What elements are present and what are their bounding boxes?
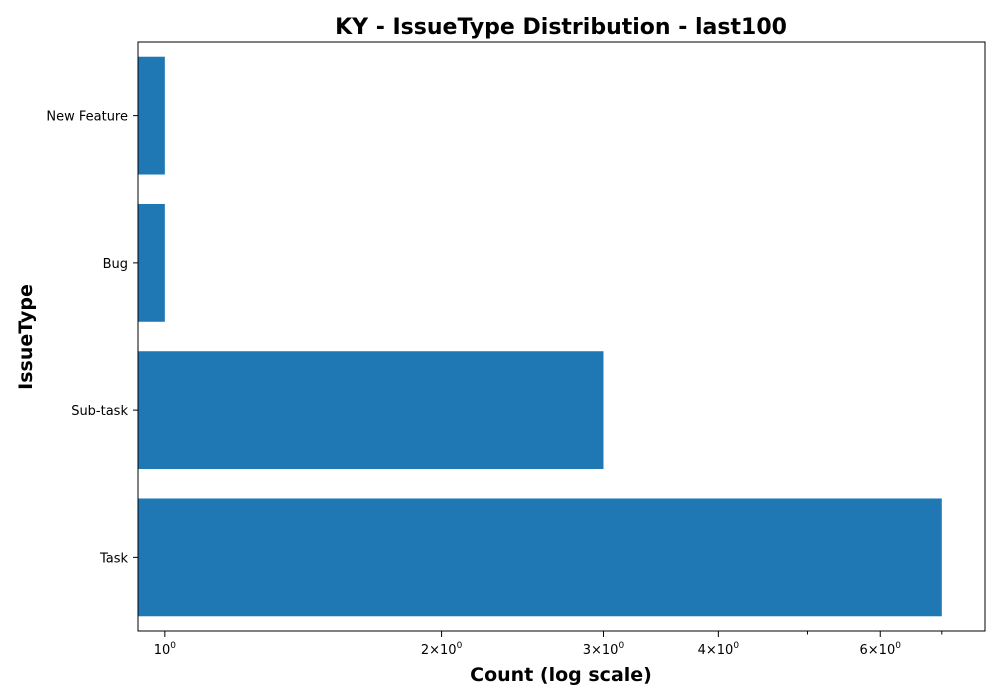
bar-new-feature — [138, 56, 165, 175]
y-tick-label: New Feature — [46, 110, 128, 125]
x-tick-label: 6×100 — [860, 641, 902, 658]
y-tick-label: Sub-task — [71, 404, 128, 419]
x-tick-label: 100 — [154, 641, 177, 658]
y-axis-label: IssueType — [15, 284, 37, 390]
x-tick-label: 3×100 — [583, 641, 625, 658]
y-axis: Task Sub-task Bug New Feature — [46, 110, 138, 566]
x-tick-label: 2×100 — [421, 641, 463, 658]
x-tick-label: 4×100 — [698, 641, 740, 658]
bar-sub-task — [138, 351, 604, 470]
chart-title: KY - IssueType Distribution - last100 — [335, 15, 787, 40]
bar-bug — [138, 203, 165, 322]
y-tick-label: Bug — [103, 257, 128, 272]
x-axis-label: Count (log scale) — [470, 664, 652, 686]
bars — [138, 56, 942, 617]
y-tick-label: Task — [99, 551, 129, 566]
bar-task — [138, 498, 942, 617]
x-axis: 100 2×100 3×100 4×100 6×100 — [154, 631, 943, 658]
plot-frame — [137, 41, 986, 632]
